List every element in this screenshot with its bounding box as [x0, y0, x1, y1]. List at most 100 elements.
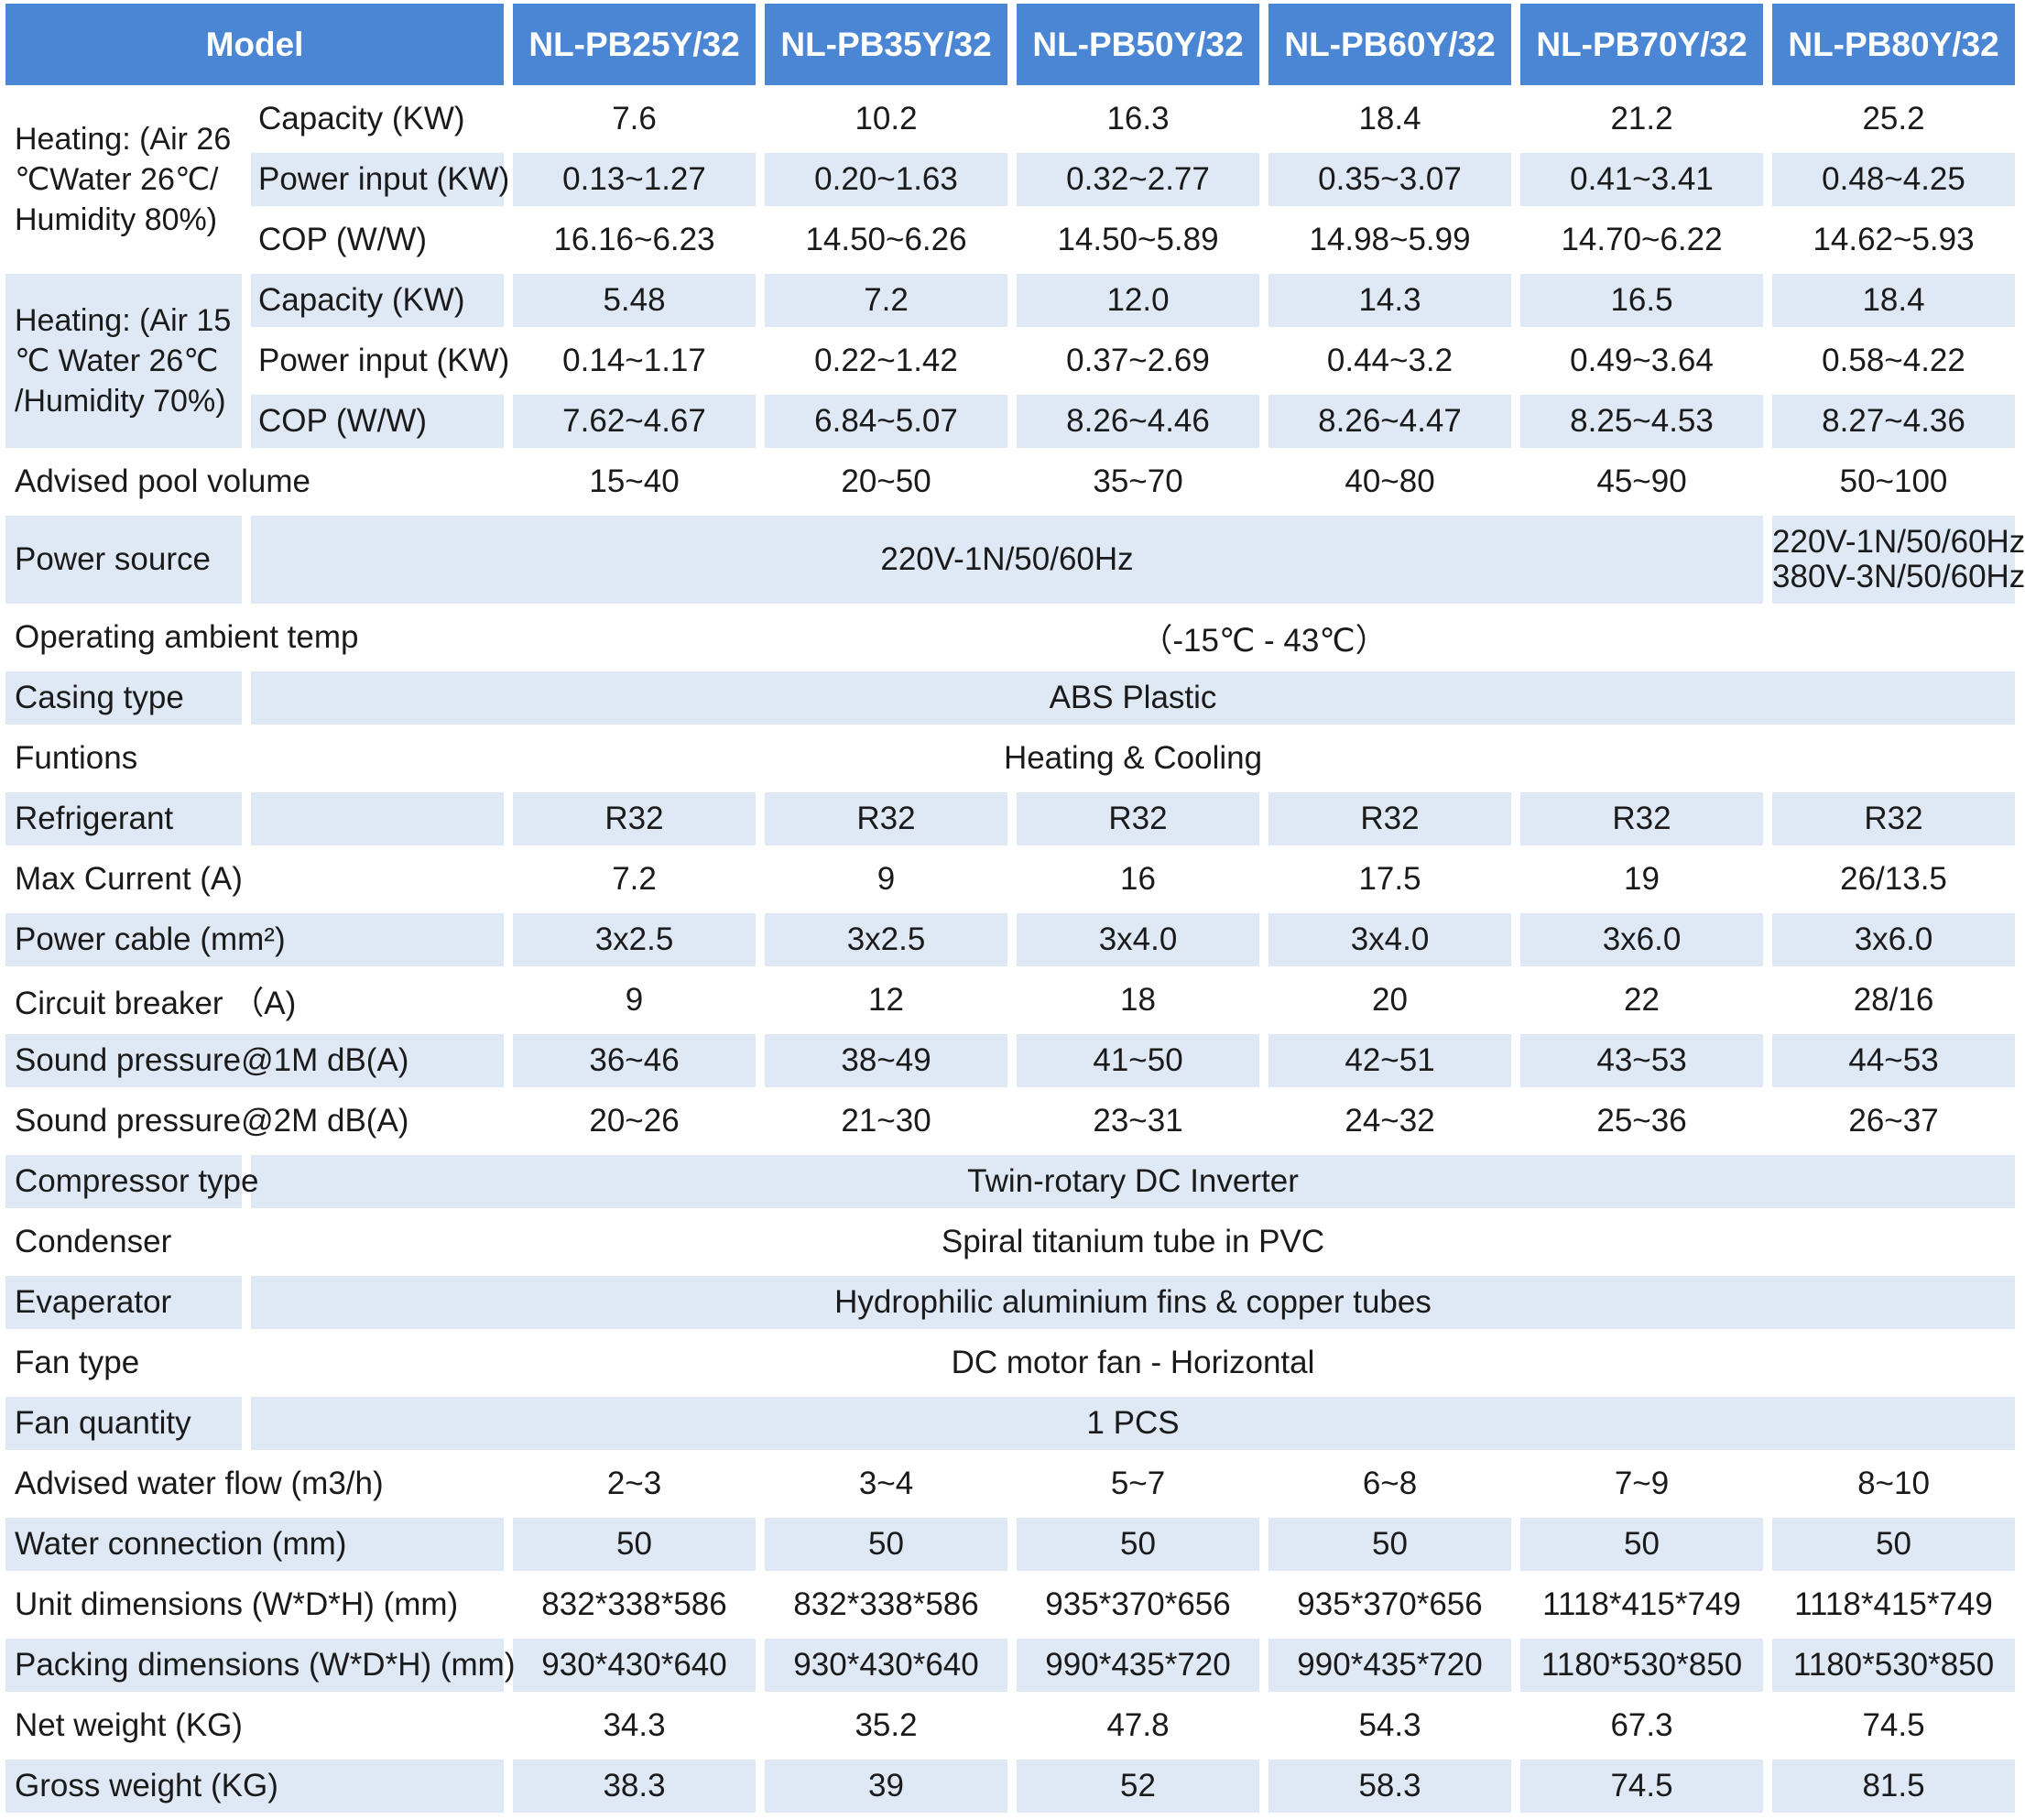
spec-value: 58.3 [1268, 1760, 1512, 1813]
spec-value: 220V-1N/50/60Hz [251, 516, 1764, 604]
spec-row: Compressor type Twin-rotary DC Inverter [5, 1155, 2016, 1208]
spec-value: 35.2 [855, 1707, 918, 1743]
spec-row: Funtions Heating & Cooling [5, 732, 2015, 785]
heating-26-group-label: Heating: (Air 26 ℃Water 26℃/ Humidity 80… [5, 93, 242, 267]
spec-row: Sound pressure@2M dB(A) 20~26 21~30 23~3… [5, 1095, 2015, 1148]
spec-value: 38.3 [513, 1760, 757, 1813]
row-label: Operating ambient temp [15, 619, 359, 655]
spec-row: Power cable (mm²) 3x2.5 3x2.5 3x4.0 3x4.… [5, 913, 2016, 966]
row-label: COP (W/W) [251, 395, 505, 448]
spec-row: COP (W/W) 16.16~6.23 14.50~6.26 14.50~5.… [5, 213, 2015, 267]
spec-value: 0.37~2.69 [1066, 343, 1210, 378]
spec-value: 50 [513, 1518, 757, 1571]
spec-row: Power input (KW) 0.14~1.17 0.22~1.42 0.3… [5, 334, 2015, 387]
row-label: Max Current (A) [15, 861, 243, 897]
row-label: Refrigerant [5, 792, 242, 845]
spec-value: 12 [868, 982, 904, 1018]
spec-value: 0.49~3.64 [1570, 343, 1714, 378]
row-label: Circuit breaker （A) [15, 985, 297, 1021]
power-source-line: 380V-3N/50/60Hz [1772, 559, 2025, 594]
spec-value: 40~80 [1345, 463, 1435, 499]
spec-value: 43~53 [1520, 1034, 1764, 1087]
spec-row: Power source 220V-1N/50/60Hz 220V-1N/50/… [5, 516, 2025, 604]
spec-value: 25.2 [1862, 101, 1925, 136]
model-column-header: NL-PB70Y/32 [1520, 4, 1764, 85]
spec-row: Condenser Spiral titanium tube in PVC [5, 1215, 2015, 1269]
spec-value: 74.5 [1520, 1760, 1764, 1813]
row-label: Advised water flow (m3/h) [15, 1466, 384, 1501]
row-label: Compressor type [5, 1155, 258, 1208]
spec-value: 3x2.5 [765, 913, 1008, 966]
row-label: Water connection (mm) [5, 1518, 505, 1571]
spec-value: 0.44~3.2 [1326, 343, 1453, 378]
spec-value: 3x4.0 [1268, 913, 1512, 966]
spec-value: 50 [765, 1518, 1008, 1571]
spec-value: 14.50~6.26 [805, 222, 967, 257]
spec-value: 26/13.5 [1840, 861, 1947, 897]
row-label: Power source [5, 516, 242, 604]
spec-row: COP (W/W) 7.62~4.67 6.84~5.07 8.26~4.46 … [5, 395, 2016, 448]
spec-value: 8.26~4.47 [1268, 395, 1512, 448]
spec-row: Casing type ABS Plastic [5, 671, 2016, 725]
spec-value: 5~7 [1110, 1466, 1166, 1501]
spec-value: 36~46 [513, 1034, 757, 1087]
row-label: Packing dimensions (W*D*H) (mm) [5, 1639, 515, 1692]
spec-value: 52 [1017, 1760, 1260, 1813]
spec-value: 6.84~5.07 [765, 395, 1008, 448]
spec-value: 18 [1120, 982, 1156, 1018]
spec-row: Packing dimensions (W*D*H) (mm) 930*430*… [5, 1639, 2016, 1692]
spec-row: Sound pressure@1M dB(A) 36~46 38~49 41~5… [5, 1034, 2016, 1087]
spec-value: 20 [1372, 982, 1408, 1018]
spec-value: 24~32 [1345, 1103, 1435, 1139]
spec-value: R32 [1520, 792, 1764, 845]
spec-value: R32 [765, 792, 1008, 845]
row-label: Capacity (KW) [251, 274, 505, 327]
spec-value: 16.16~6.23 [553, 222, 715, 257]
spec-value: 220V-1N/50/60Hz 380V-3N/50/60Hz [1772, 516, 2025, 604]
spec-value: Hydrophilic aluminium fins & copper tube… [251, 1276, 2016, 1329]
spec-value: 15~40 [589, 463, 680, 499]
row-label: Sound pressure@2M dB(A) [15, 1103, 409, 1139]
spec-value: 20~26 [589, 1103, 680, 1139]
spec-value: 8~10 [1857, 1466, 1930, 1501]
spec-value: 41~50 [1017, 1034, 1260, 1087]
spec-value: 832*338*586 [541, 1586, 727, 1622]
row-label: Evaperator [5, 1276, 242, 1329]
spec-value: 0.13~1.27 [513, 153, 757, 206]
spec-value: 18.4 [1772, 274, 2016, 327]
row-label: Advised pool volume [15, 463, 310, 499]
spec-value: 1118*415*749 [1542, 1586, 1741, 1622]
spec-value: 42~51 [1268, 1034, 1512, 1087]
spec-value: 7~9 [1614, 1466, 1670, 1501]
spec-value: 28/16 [1853, 982, 1934, 1018]
spec-value: 54.3 [1358, 1707, 1421, 1743]
spec-value: 8.25~4.53 [1520, 395, 1764, 448]
spec-value: 50 [1268, 1518, 1512, 1571]
spec-value: 34.3 [603, 1707, 666, 1743]
spec-value: 16.3 [1106, 101, 1170, 136]
spec-row: Heating: (Air 15 ℃ Water 26℃ /Humidity 7… [5, 274, 2016, 448]
spec-value: 26~37 [1848, 1103, 1939, 1139]
spec-value: 7.2 [765, 274, 1008, 327]
spec-value: 7.6 [612, 101, 657, 136]
model-header: Model [5, 4, 505, 85]
spec-value: 39 [765, 1760, 1008, 1813]
row-label: Power cable (mm²) [5, 913, 505, 966]
spec-value: 9 [876, 861, 896, 897]
spec-value: 0.48~4.25 [1772, 153, 2016, 206]
model-column-header: NL-PB25Y/32 [513, 4, 757, 85]
row-label: Unit dimensions (W*D*H) (mm) [15, 1586, 459, 1622]
spec-value: 3x6.0 [1772, 913, 2016, 966]
spec-value: 21.2 [1610, 101, 1673, 136]
spec-value: 0.14~1.17 [562, 343, 706, 378]
spec-value: 50 [1772, 1518, 2016, 1571]
spec-row: Heating: (Air 26 ℃Water 26℃/ Humidity 80… [5, 93, 2015, 267]
spec-value: 50~100 [1839, 463, 1948, 499]
spec-value: 38~49 [765, 1034, 1008, 1087]
row-label: Fan type [15, 1345, 140, 1380]
spec-value: 23~31 [1093, 1103, 1183, 1139]
spec-value: 3~4 [858, 1466, 914, 1501]
spec-value: Twin-rotary DC Inverter [251, 1155, 2016, 1208]
spec-value: 3x2.5 [513, 913, 757, 966]
